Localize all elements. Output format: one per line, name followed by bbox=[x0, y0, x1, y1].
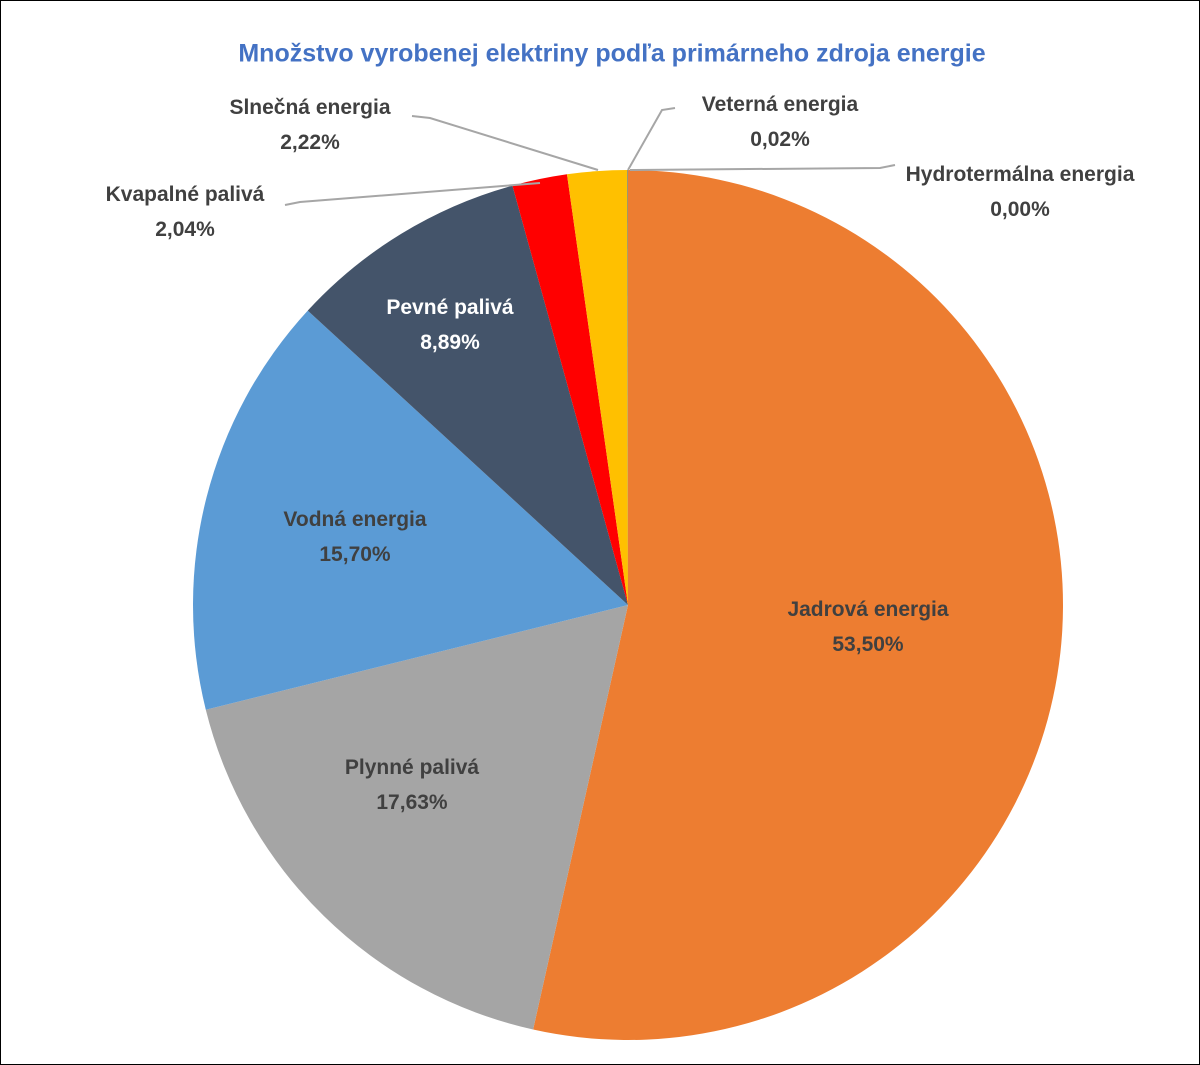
category-label: Kvapalné palivá bbox=[106, 183, 265, 206]
category-label: Plynné palivá bbox=[345, 756, 480, 779]
category-label: Veterná energia bbox=[702, 93, 859, 116]
value-label: 53,50% bbox=[832, 633, 904, 656]
value-label: 0,02% bbox=[750, 128, 810, 151]
data-label: Jadrová energia 53,50% bbox=[787, 598, 948, 656]
pie-slice bbox=[205, 605, 628, 1030]
chart-title: Množstvo vyrobenej elektriny podľa primá… bbox=[238, 40, 985, 68]
value-label: 17,63% bbox=[376, 791, 448, 814]
value-label: 0,00% bbox=[990, 198, 1050, 221]
data-label: Kvapalné palivá 2,04% bbox=[106, 183, 265, 241]
category-label: Pevné palivá bbox=[386, 296, 514, 319]
pie-slice bbox=[533, 170, 1063, 1040]
leader-line bbox=[627, 107, 676, 171]
pie-slice bbox=[512, 174, 628, 606]
pie-slice bbox=[192, 310, 628, 710]
pie-slice bbox=[566, 170, 628, 605]
category-label: Jadrová energia bbox=[787, 598, 948, 621]
pie-slice bbox=[627, 170, 628, 605]
value-label: 2,04% bbox=[155, 218, 215, 241]
value-label: 8,89% bbox=[420, 331, 480, 354]
category-label: Slnečná energia bbox=[229, 96, 390, 119]
data-label: Slnečná energia 2,22% bbox=[229, 96, 390, 154]
data-label: Vodná energia 15,70% bbox=[283, 508, 426, 566]
category-label: Hydrotermálna energia bbox=[906, 163, 1135, 186]
data-label: Veterná energia 0,02% bbox=[702, 93, 859, 151]
leader-line bbox=[411, 115, 599, 171]
category-label: Vodná energia bbox=[283, 508, 426, 531]
value-label: 2,22% bbox=[280, 131, 340, 154]
value-label: 15,70% bbox=[319, 543, 391, 566]
leader-line bbox=[284, 182, 541, 206]
data-label: Pevné palivá 8,89% bbox=[386, 296, 514, 354]
leader-line bbox=[629, 164, 896, 171]
data-label: Hydrotermálna energia 0,00% bbox=[906, 163, 1135, 221]
pie-slice bbox=[307, 185, 628, 605]
data-label: Plynné palivá 17,63% bbox=[345, 756, 480, 814]
